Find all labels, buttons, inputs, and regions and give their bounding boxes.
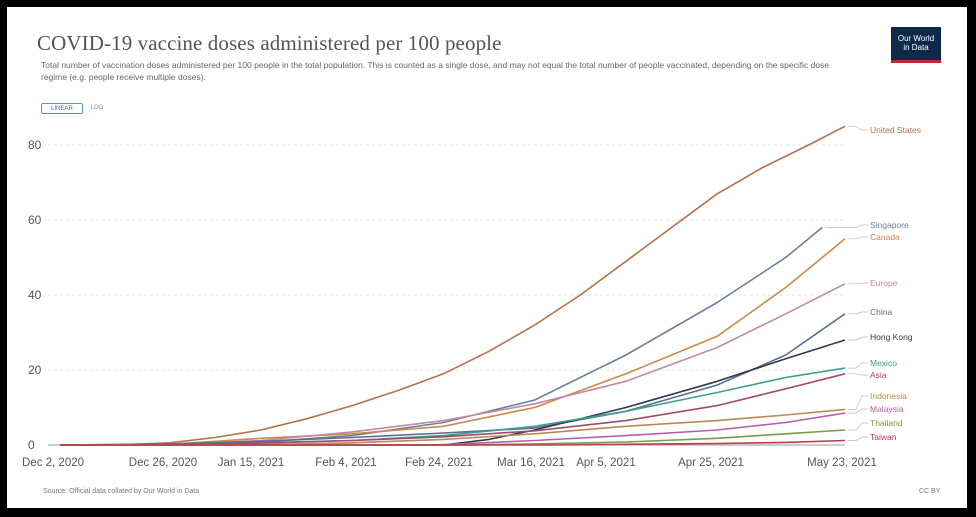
y-tick-label: 40 [28,288,42,302]
label-connector [848,236,868,240]
series-line-china [59,313,846,446]
y-tick-label: 80 [28,138,42,152]
license-label: CC BY [919,488,941,495]
label-connector [848,408,868,414]
label-connector [825,224,868,228]
series-line-indonesia [60,408,846,446]
series-label: Taiwan [870,432,897,442]
series-label: China [870,307,892,317]
x-tick-label: May 23, 2021 [807,457,877,469]
series-label: Hong Kong [870,332,913,342]
x-tick-label: Mar 16, 2021 [497,457,565,469]
series-label: Thailand [870,418,903,428]
x-tick-label: Jan 15, 2021 [218,457,285,469]
chart-subtitle: Total number of vaccination doses admini… [41,60,830,82]
linear-scale-toggle[interactable]: LINEAR [41,103,83,114]
x-tick-label: Feb 4, 2021 [315,457,376,469]
series-line-singapore [60,226,823,446]
series-label: Indonesia [870,391,907,401]
x-tick-label: Dec 26, 2020 [129,457,197,469]
series-label: Mexico [870,358,897,368]
label-connector [848,125,868,131]
label-connector [848,311,868,315]
series-line-malaysia [60,412,846,446]
chart-title: COVID-19 vaccine doses administered per … [37,31,502,55]
our-world-in-data-logo: Our World in Data [891,27,941,63]
label-connector [848,282,868,285]
x-tick-label: Dec 2, 2020 [22,457,84,469]
log-scale-toggle[interactable]: LOG [90,105,104,111]
label-connector [848,395,868,410]
x-tick-label: Feb 24, 2021 [405,457,473,469]
series-label: Europe [870,278,898,288]
series-label: Malaysia [870,404,904,414]
series-line-taiwan [60,439,846,446]
y-tick-label: 20 [28,363,42,377]
source-note: Source: Official data collated by Our Wo… [43,488,200,495]
label-connector [848,422,868,431]
series-line-united-states [60,125,846,446]
y-tick-label: 60 [28,213,42,227]
x-tick-label: Apr 25, 2021 [678,457,744,469]
label-connector [848,362,868,369]
label-connector [848,436,868,441]
label-connector [848,373,868,376]
series-label: Canada [870,232,900,242]
series-line-asia [59,373,846,446]
series-label: Asia [870,370,887,380]
x-tick-label: Apr 5, 2021 [576,457,635,469]
y-tick-label: 0 [28,438,35,452]
series-label: Singapore [870,220,909,230]
chart-frame: COVID-19 vaccine doses administered per … [4,4,970,511]
series-label: United States [870,125,921,135]
label-connector [848,336,868,341]
series-line-mexico [59,367,846,446]
